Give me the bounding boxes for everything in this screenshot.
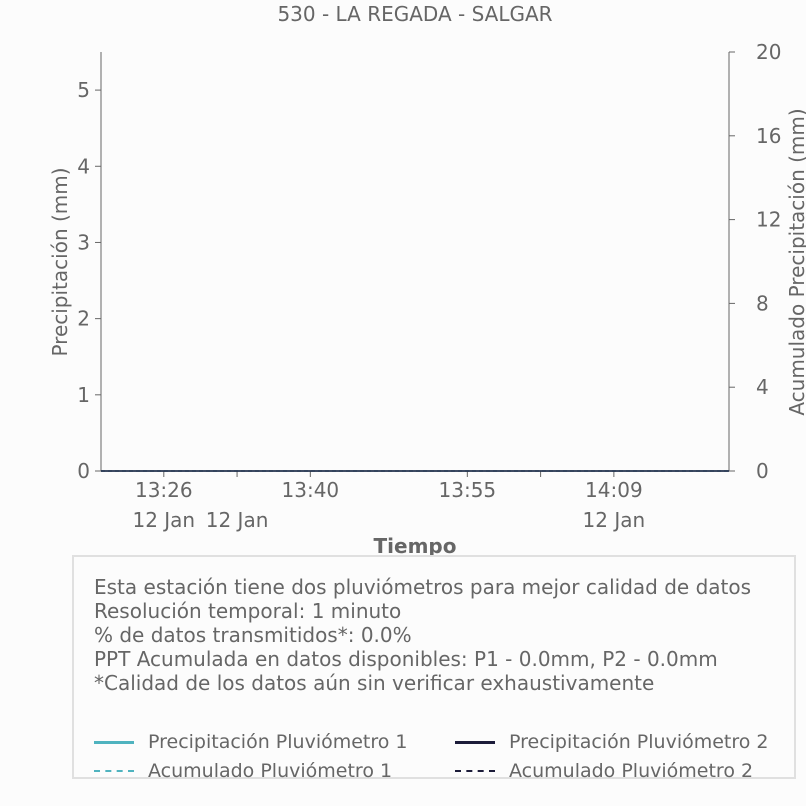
x-tick-date-label: 12 Jan xyxy=(132,508,195,532)
left-tick-label: 1 xyxy=(77,383,90,407)
chart-title: 530 - LA REGADA - SALGAR xyxy=(277,2,552,26)
right-tick-label: 4 xyxy=(756,375,769,399)
right-tick-label: 0 xyxy=(756,459,769,483)
x-axis-label: Tiempo xyxy=(374,534,457,555)
legend-swatch-acum-p2 xyxy=(455,770,495,772)
legend-swatch-acum-p1 xyxy=(94,770,134,772)
y-axis-left-label: Precipitación (mm) xyxy=(48,167,72,356)
x-tick-date-label: 12 Jan xyxy=(583,508,646,532)
x-tick-time-label: 13:26 xyxy=(135,478,193,502)
x-tick-time-label: 13:55 xyxy=(439,478,497,502)
info-line-transmitted: % de datos transmitidos*: 0.0% xyxy=(94,623,412,647)
left-tick-label: 4 xyxy=(77,154,90,178)
legend-label-acum-p2: Acumulado Pluviómetro 2 xyxy=(509,760,754,782)
info-line-quality-note: *Calidad de los datos aún sin verificar … xyxy=(94,671,655,695)
x-tick-date-label: 12 Jan xyxy=(206,508,269,532)
right-tick-label: 12 xyxy=(756,208,781,232)
right-tick-label: 8 xyxy=(756,291,769,315)
chart-svg: 530 - LA REGADA - SALGAR0123450481216201… xyxy=(48,2,806,558)
legend-label-precip-p1: Precipitación Pluviómetro 1 xyxy=(148,731,408,753)
x-tick-time-label: 14:09 xyxy=(585,478,643,502)
right-tick-label: 20 xyxy=(756,40,781,64)
y-axis-right-label: Acumulado Precipitación (mm) xyxy=(785,108,806,415)
info-line-stations: Esta estación tiene dos pluviómetros par… xyxy=(94,575,752,599)
x-tick-time-label: 13:40 xyxy=(282,478,340,502)
legend-swatch-precip-p2 xyxy=(455,741,495,744)
legend-label-precip-p2: Precipitación Pluviómetro 2 xyxy=(509,731,769,753)
precipitation-chart: 530 - LA REGADA - SALGAR 0 1 2 3 4 5 0 4 8 12 16 20 1… xyxy=(48,2,806,558)
left-tick-label: 0 xyxy=(77,459,90,483)
info-line-resolution: Resolución temporal: 1 minuto xyxy=(94,599,402,623)
info-box: Esta estación tiene dos pluviómetros par… xyxy=(72,555,796,782)
info-line-accumulated: PPT Acumulada en datos disponibles: P1 -… xyxy=(94,647,718,671)
legend-swatch-precip-p1 xyxy=(94,741,134,744)
info-lines: Esta estación tiene dos pluviómetros par… xyxy=(94,575,751,695)
legend-label-acum-p1: Acumulado Pluviómetro 1 xyxy=(148,760,393,782)
left-tick-label: 5 xyxy=(77,78,90,102)
left-tick-label: 3 xyxy=(77,230,90,254)
right-tick-label: 16 xyxy=(756,124,781,148)
left-tick-label: 2 xyxy=(77,307,90,331)
